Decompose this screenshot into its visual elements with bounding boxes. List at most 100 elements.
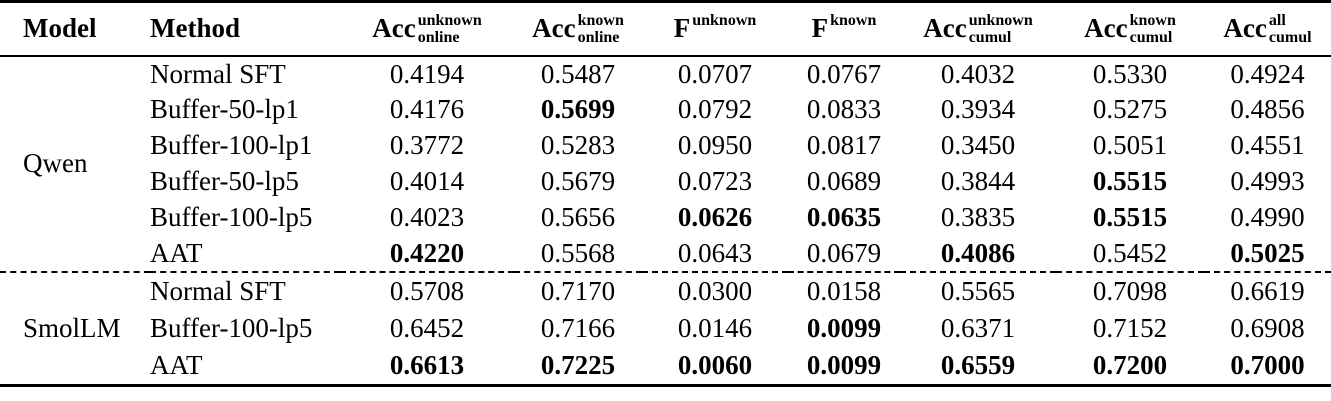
value-cell: 0.7098 (1056, 270, 1204, 310)
metric-subscript: cumul (1129, 28, 1173, 46)
value-cell: 0.0635 (806, 202, 882, 232)
metric-base: F (811, 13, 829, 44)
value-cell: 0.3835 (940, 202, 1016, 232)
value-cell: 0.5452 (1092, 237, 1168, 268)
metric-subscript: online (417, 28, 460, 46)
metric-scripts: known online (578, 12, 624, 46)
table-row: AAT 0.4220 0.5568 0.0643 0.0679 0.4086 0.5452 0… (0, 236, 1331, 272)
model-cell: SmolLM (0, 270, 150, 386)
value-cell: 0.0626 (677, 202, 753, 232)
method-cell: Normal SFT (150, 58, 286, 89)
table-row: Buffer-100-lp5 0.6452 0.7166 0.0146 0.0099 0.… (0, 310, 1331, 348)
value-cell: 0.5515 (1092, 166, 1168, 196)
method-cell: Buffer-100-lp1 (150, 130, 313, 160)
value-cell: 0.5051 (1092, 130, 1168, 160)
header-cell-acc-cumul-unknown: Acc unknown cumul (900, 2, 1056, 56)
header-cell-model: Model (0, 2, 150, 56)
metric-base: Acc (372, 13, 416, 44)
value-cell: 0.5275 (1092, 94, 1168, 124)
value-cell: 0.5656 (540, 202, 616, 232)
value-cell: 0.0099 (806, 313, 882, 343)
metric-superscript: known (830, 11, 877, 29)
metric-header: Acc all cumul (1223, 12, 1311, 46)
metric-base: Acc (1223, 13, 1267, 44)
value-cell: 0.4014 (389, 166, 465, 196)
value-cell: 0.4924 (1230, 58, 1305, 89)
metric-scripts: unknown (692, 12, 756, 46)
value-cell: 0.0792 (677, 94, 753, 124)
value-cell: 0.7200 (1092, 350, 1168, 381)
value-cell: 0.6371 (940, 313, 1016, 343)
metric-superscript: known (577, 11, 624, 29)
metric-superscript: unknown (417, 11, 482, 29)
table-row: SmolLM Normal SFT 0.5708 0.7170 0.0300 0.0158… (0, 270, 1331, 386)
value-cell: 0.4993 (1230, 166, 1305, 196)
value-cell: 0.0767 (806, 58, 882, 89)
value-cell: 0.4032 (940, 58, 1016, 89)
value-cell: 0.0146 (677, 313, 753, 343)
metric-header: Acc unknown cumul (923, 12, 1033, 46)
metric-base: Acc (923, 13, 967, 44)
table-row: Buffer-50-lp5 0.4014 0.5679 0.0723 0.0689 0.3… (0, 164, 1331, 200)
value-cell: 0.4856 (1230, 94, 1305, 124)
value-cell: 0.4086 (940, 237, 1016, 268)
value-cell: 0.7225 (540, 350, 616, 381)
method-cell: Buffer-100-lp5 (150, 313, 313, 343)
value-cell: 0.4220 (389, 237, 465, 268)
metric-subscript: cumul (1268, 28, 1312, 46)
metric-scripts: unknown cumul (969, 12, 1033, 46)
value-cell: 0.5679 (540, 166, 616, 196)
metric-header: Acc known cumul (1084, 12, 1176, 46)
table-body: Qwen Normal SFT 0.4194 0.5487 0.0707 0.0767 0.… (0, 56, 1331, 386)
header-cell-acc-online-unknown: Acc unknown online (340, 2, 514, 56)
value-cell: 0.5699 (540, 94, 616, 124)
value-cell: 0.3934 (940, 94, 1016, 124)
value-cell: 0.4990 (1230, 202, 1305, 232)
value-cell: 0.0099 (806, 350, 882, 381)
metric-base: Acc (1084, 13, 1128, 44)
value-cell: 0.0950 (677, 130, 753, 160)
value-cell: 0.5568 (540, 237, 616, 268)
metric-superscript: all (1268, 11, 1286, 29)
metric-header: Acc known online (532, 12, 624, 46)
table-row: Buffer-50-lp1 0.4176 0.5699 0.0792 0.0833 0.3… (0, 92, 1331, 128)
model-cell: Qwen (23, 148, 88, 178)
value-cell: 0.4176 (389, 94, 465, 124)
header-cell-method: Method (150, 2, 340, 56)
header-cell-acc-cumul-known: Acc known cumul (1056, 2, 1204, 56)
value-cell: 0.5565 (900, 270, 1056, 310)
value-cell: 0.5487 (540, 58, 616, 89)
value-cell: 0.3450 (940, 130, 1016, 160)
value-cell: 0.5330 (1092, 58, 1168, 89)
value-cell: 0.4023 (389, 202, 465, 232)
metric-superscript: unknown (968, 11, 1033, 29)
value-cell: 0.0679 (806, 237, 882, 268)
table-row: Buffer-100-lp1 0.3772 0.5283 0.0950 0.0817 0.… (0, 128, 1331, 164)
header-label: Model (23, 13, 97, 44)
metric-base: Acc (532, 13, 576, 44)
value-cell: 0.0723 (677, 166, 753, 196)
table-row: Buffer-100-lp5 0.4023 0.5656 0.0626 0.0635 0.… (0, 200, 1331, 236)
method-cell: Normal SFT (150, 270, 340, 310)
value-cell: 0.0817 (806, 130, 882, 160)
value-cell: 0.0689 (806, 166, 882, 196)
value-cell: 0.6908 (1230, 313, 1305, 343)
value-cell: 0.6559 (940, 350, 1016, 381)
value-cell: 0.3772 (389, 130, 465, 160)
value-cell: 0.6613 (389, 350, 465, 381)
value-cell: 0.5708 (340, 270, 514, 310)
table-row: AAT 0.6613 0.7225 0.0060 0.0099 0.6559 0.7200 0… (0, 348, 1331, 386)
value-cell: 0.6619 (1204, 270, 1331, 310)
header-cell-acc-online-known: Acc known online (514, 2, 642, 56)
value-cell: 0.5283 (540, 130, 616, 160)
method-cell: Buffer-50-lp5 (150, 166, 299, 196)
metric-scripts: all cumul (1269, 12, 1312, 46)
value-cell: 0.3844 (940, 166, 1016, 196)
method-cell: Buffer-50-lp1 (150, 94, 299, 124)
value-cell: 0.7170 (514, 270, 642, 310)
header-row: Model Method Acc unknown online Acc known onlin… (0, 2, 1331, 56)
